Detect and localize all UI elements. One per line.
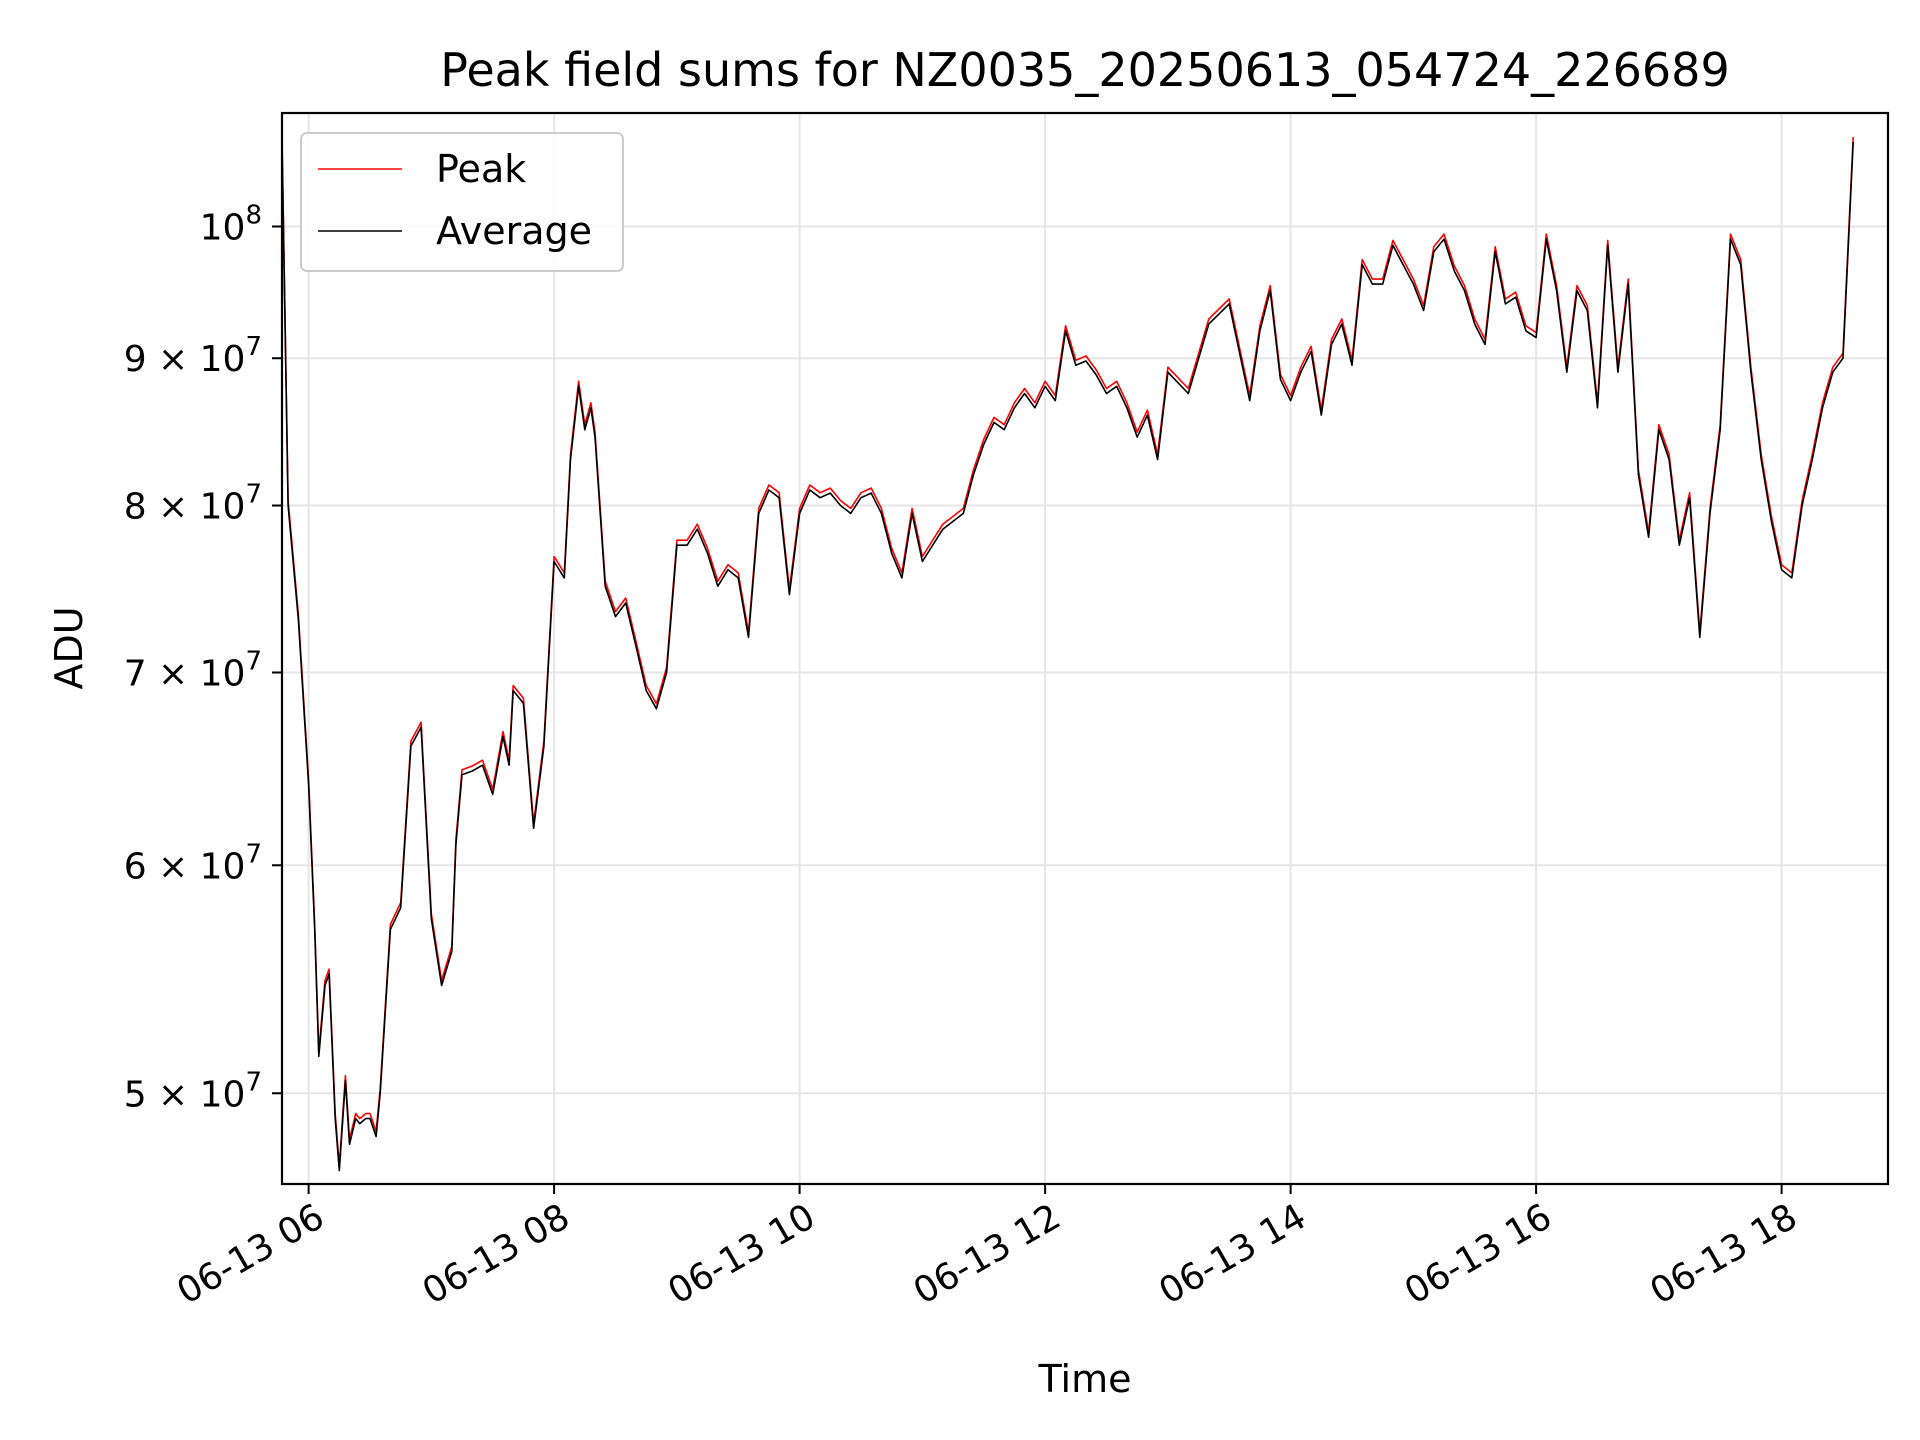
x-axis-label: Time	[1038, 1357, 1132, 1401]
y-tick-label: 5 × 107	[124, 1067, 262, 1115]
grid-lines	[282, 113, 1888, 1184]
y-axis-label: ADU	[47, 606, 91, 689]
legend-label-peak: Peak	[436, 147, 526, 191]
chart-title: Peak field sums for NZ0035_20250613_0547…	[440, 43, 1729, 97]
y-tick-label: 8 × 107	[124, 480, 262, 528]
legend: Peak Average	[300, 132, 624, 272]
series-line-peak	[282, 136, 1854, 1167]
y-tick-label: 7 × 107	[124, 647, 262, 695]
legend-box	[300, 132, 624, 272]
y-tick-label: 108	[200, 200, 262, 248]
plot-frame	[280, 111, 1890, 1186]
y-tick-label: 9 × 107	[124, 332, 262, 380]
series-line-average	[282, 141, 1854, 1172]
legend-label-average: Average	[436, 209, 592, 253]
y-axis-ticks: 5 × 107 6 × 107 7 × 107 8 × 107 9 × 107 108	[124, 200, 282, 1115]
y-tick-label: 6 × 107	[124, 839, 262, 887]
